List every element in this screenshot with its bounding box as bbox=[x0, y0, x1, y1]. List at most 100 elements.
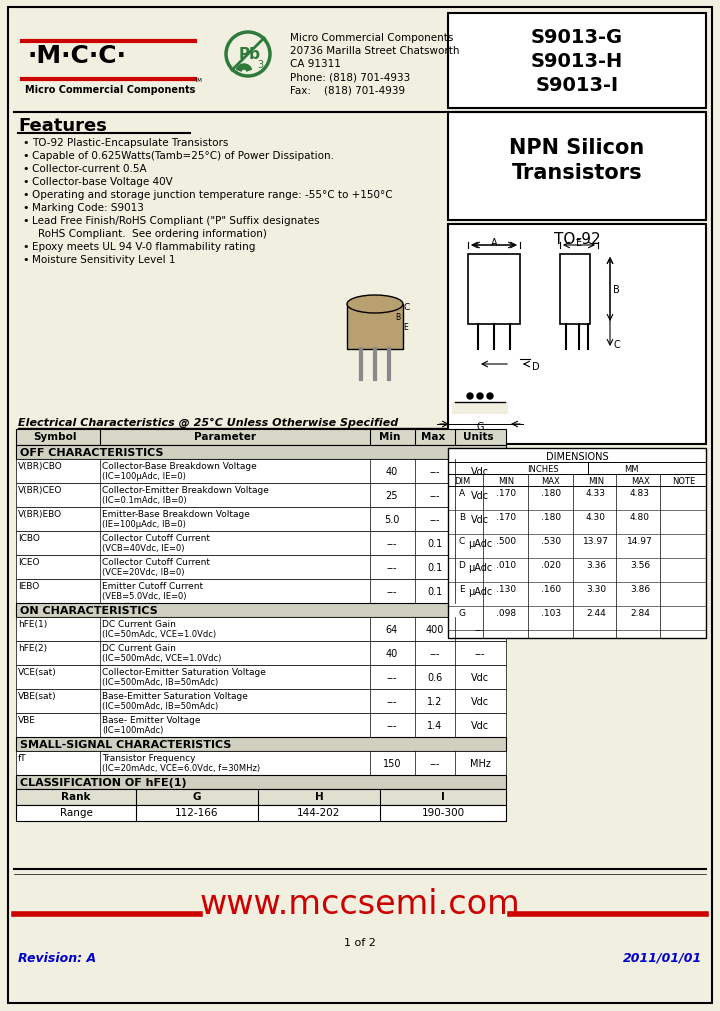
Text: 3.56: 3.56 bbox=[630, 560, 650, 569]
Text: D: D bbox=[459, 560, 465, 569]
Text: Rank: Rank bbox=[61, 792, 91, 801]
Text: (IC=500mAdc, IB=50mAdc): (IC=500mAdc, IB=50mAdc) bbox=[102, 702, 218, 711]
Wedge shape bbox=[236, 65, 251, 72]
Text: 2011/01/01: 2011/01/01 bbox=[623, 951, 702, 964]
Text: C: C bbox=[459, 537, 465, 546]
Text: 144-202: 144-202 bbox=[297, 807, 341, 817]
Text: 1 of 2: 1 of 2 bbox=[344, 937, 376, 947]
Circle shape bbox=[477, 393, 483, 399]
Text: ---: --- bbox=[430, 648, 440, 658]
Ellipse shape bbox=[347, 295, 403, 313]
Text: .098: .098 bbox=[496, 609, 516, 618]
Text: 4.80: 4.80 bbox=[630, 513, 650, 522]
Bar bbox=[16, 618, 506, 641]
Text: (VCB=40Vdc, IE=0): (VCB=40Vdc, IE=0) bbox=[102, 544, 184, 552]
Text: 40: 40 bbox=[386, 648, 398, 658]
Text: 4.30: 4.30 bbox=[586, 513, 606, 522]
Text: (IC=50mAdc, VCE=1.0Vdc): (IC=50mAdc, VCE=1.0Vdc) bbox=[102, 630, 216, 638]
Bar bbox=[16, 690, 506, 714]
Bar bbox=[16, 483, 506, 508]
Text: Electrical Characteristics @ 25°C Unless Otherwise Specified: Electrical Characteristics @ 25°C Unless… bbox=[18, 418, 398, 428]
Text: Base- Emitter Voltage: Base- Emitter Voltage bbox=[102, 716, 200, 724]
Text: INCHES: INCHES bbox=[527, 464, 559, 473]
Bar bbox=[16, 665, 506, 690]
Text: .530: .530 bbox=[541, 537, 561, 546]
Text: A: A bbox=[459, 488, 465, 497]
Text: DIMENSIONS: DIMENSIONS bbox=[546, 452, 608, 462]
Text: TO-92: TO-92 bbox=[554, 232, 600, 247]
Text: µAdc: µAdc bbox=[468, 539, 492, 548]
Bar bbox=[16, 460, 506, 483]
Circle shape bbox=[487, 393, 493, 399]
Bar bbox=[16, 532, 506, 555]
Text: IEBO: IEBO bbox=[18, 581, 40, 590]
Text: Emitter-Base Breakdown Voltage: Emitter-Base Breakdown Voltage bbox=[102, 510, 250, 519]
Bar bbox=[16, 775, 506, 790]
Text: G: G bbox=[193, 792, 202, 801]
Text: ICEO: ICEO bbox=[18, 557, 40, 566]
Text: ICBO: ICBO bbox=[18, 534, 40, 543]
Text: Collector-current 0.5A: Collector-current 0.5A bbox=[32, 164, 147, 174]
Text: ·M·C·C·: ·M·C·C· bbox=[28, 43, 127, 68]
Text: VCE(sat): VCE(sat) bbox=[18, 667, 57, 676]
Text: Vdc: Vdc bbox=[471, 515, 489, 525]
Text: RoHS Compliant.  See ordering information): RoHS Compliant. See ordering information… bbox=[38, 228, 267, 239]
Text: MIN: MIN bbox=[498, 476, 514, 485]
Text: Revision: A: Revision: A bbox=[18, 951, 96, 964]
Text: 3: 3 bbox=[257, 60, 263, 70]
Text: ---: --- bbox=[430, 466, 440, 476]
Text: Collector Cutoff Current: Collector Cutoff Current bbox=[102, 534, 210, 543]
Text: CA 91311: CA 91311 bbox=[290, 59, 341, 69]
Text: (IE=100µAdc, IB=0): (IE=100µAdc, IB=0) bbox=[102, 520, 186, 529]
Text: VBE(sat): VBE(sat) bbox=[18, 692, 57, 701]
Bar bbox=[448, 14, 706, 109]
Bar bbox=[448, 224, 706, 445]
Text: Micro Commercial Components: Micro Commercial Components bbox=[290, 33, 454, 42]
Text: ---: --- bbox=[430, 515, 440, 525]
Bar bbox=[16, 430, 506, 446]
Text: 0.1: 0.1 bbox=[428, 562, 443, 572]
Text: S9013-I: S9013-I bbox=[536, 76, 618, 95]
Text: Base-Emitter Saturation Voltage: Base-Emitter Saturation Voltage bbox=[102, 692, 248, 701]
Text: Pb: Pb bbox=[239, 47, 261, 62]
Text: .170: .170 bbox=[496, 513, 516, 522]
Bar bbox=[16, 790, 506, 805]
Text: ---: --- bbox=[474, 625, 485, 634]
Text: TO-92 Plastic-Encapsulate Transistors: TO-92 Plastic-Encapsulate Transistors bbox=[32, 137, 228, 148]
Text: •: • bbox=[22, 177, 29, 187]
Text: 0.6: 0.6 bbox=[428, 672, 443, 682]
Text: NPN Silicon: NPN Silicon bbox=[509, 137, 644, 158]
Text: (VEB=5.0Vdc, IE=0): (VEB=5.0Vdc, IE=0) bbox=[102, 591, 186, 601]
Text: B: B bbox=[395, 312, 400, 321]
Text: •: • bbox=[22, 164, 29, 174]
Text: C: C bbox=[403, 302, 409, 311]
Text: DC Current Gain: DC Current Gain bbox=[102, 643, 176, 652]
Text: 3.36: 3.36 bbox=[586, 560, 606, 569]
Text: (IC=500mAdc, IB=50mAdc): (IC=500mAdc, IB=50mAdc) bbox=[102, 677, 218, 686]
Text: 14.97: 14.97 bbox=[627, 537, 653, 546]
Bar bbox=[468, 255, 520, 325]
Text: ---: --- bbox=[387, 562, 397, 572]
Text: 150: 150 bbox=[383, 758, 401, 768]
Text: Vdc: Vdc bbox=[471, 490, 489, 500]
Text: 5.0: 5.0 bbox=[384, 515, 400, 525]
Text: Parameter: Parameter bbox=[194, 432, 256, 442]
Text: SMALL-SIGNAL CHARACTERISTICS: SMALL-SIGNAL CHARACTERISTICS bbox=[20, 739, 231, 749]
Bar bbox=[452, 402, 508, 415]
Text: (IC=100mAdc): (IC=100mAdc) bbox=[102, 725, 163, 734]
Bar bbox=[347, 304, 403, 350]
Text: Symbol: Symbol bbox=[33, 432, 77, 442]
Text: G: G bbox=[459, 609, 466, 618]
Text: Fax:    (818) 701-4939: Fax: (818) 701-4939 bbox=[290, 85, 405, 95]
Text: (IC=0.1mAdc, IB=0): (IC=0.1mAdc, IB=0) bbox=[102, 495, 186, 504]
Text: Features: Features bbox=[18, 117, 107, 134]
Text: Marking Code: S9013: Marking Code: S9013 bbox=[32, 203, 144, 212]
Text: V(BR)CEO: V(BR)CEO bbox=[18, 485, 63, 494]
Bar bbox=[16, 508, 506, 532]
Text: Collector-Emitter Breakdown Voltage: Collector-Emitter Breakdown Voltage bbox=[102, 485, 269, 494]
Text: •: • bbox=[22, 137, 29, 148]
Text: ---: --- bbox=[474, 648, 485, 658]
Text: MAX: MAX bbox=[541, 476, 560, 485]
Text: Vdc: Vdc bbox=[471, 720, 489, 730]
Bar bbox=[560, 255, 590, 325]
